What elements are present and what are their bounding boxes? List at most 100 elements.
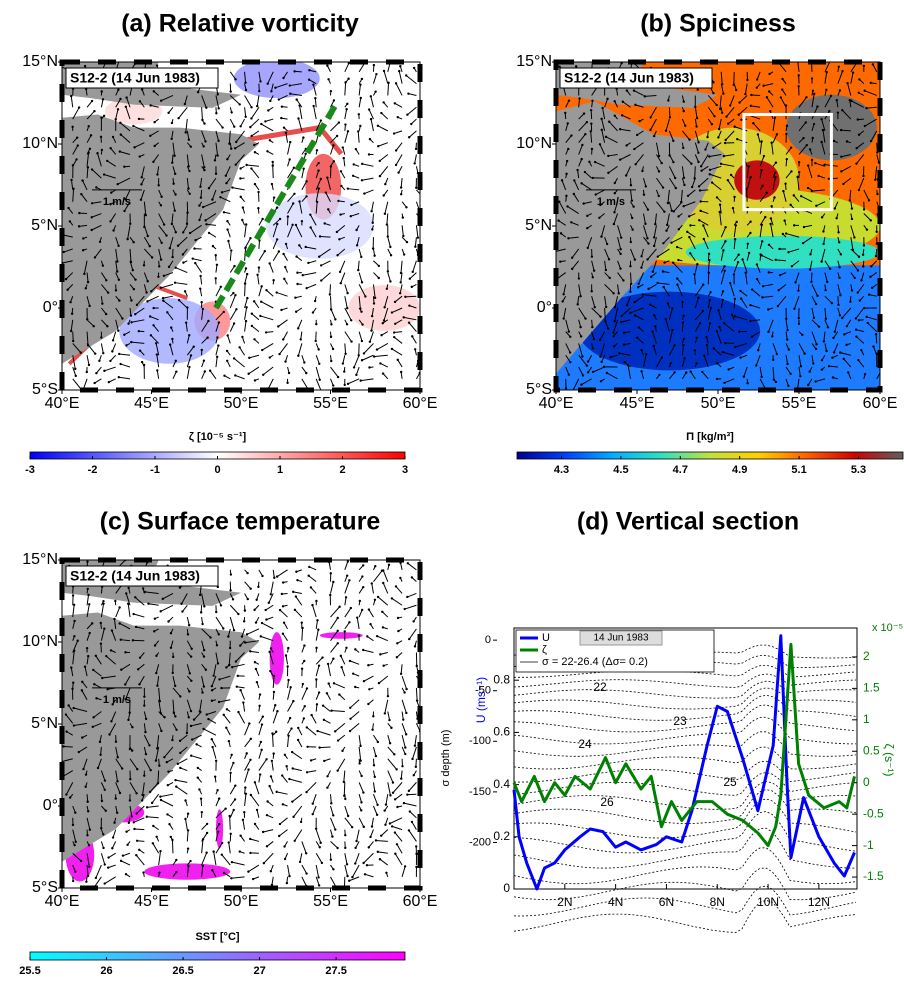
vector-head	[778, 248, 780, 250]
vector-head	[647, 288, 649, 290]
vector-head	[306, 771, 308, 773]
vector-head	[408, 638, 410, 640]
vector-head	[138, 683, 140, 685]
vector-head	[172, 656, 174, 658]
vector-head	[216, 154, 218, 156]
vector-head	[802, 242, 804, 244]
vector-head	[206, 823, 208, 825]
vector-arrow	[416, 688, 417, 701]
vector-head	[362, 791, 364, 793]
vector-head	[269, 100, 271, 102]
vector-head	[361, 575, 363, 577]
vector-head	[72, 880, 74, 882]
vector-head	[706, 136, 708, 138]
vector-head	[102, 847, 104, 849]
vector-arrow	[172, 154, 173, 162]
vector-head	[316, 201, 318, 203]
vector-head	[683, 100, 685, 102]
vector-head	[200, 797, 202, 799]
vector-head	[208, 232, 210, 234]
vector-head	[80, 193, 82, 195]
vector-head	[567, 148, 569, 150]
vector-head	[331, 835, 333, 837]
vector-head	[591, 148, 593, 150]
vector-head	[247, 870, 249, 872]
vector-head	[260, 741, 262, 743]
vector-head	[282, 633, 284, 635]
vector-head	[614, 192, 616, 194]
vector-arrow	[245, 284, 246, 297]
vector-head	[81, 179, 83, 181]
vector-head	[815, 303, 817, 305]
vector-head	[292, 767, 294, 769]
vector-head	[716, 330, 718, 332]
vector-head	[249, 838, 251, 840]
vector-head	[662, 286, 664, 288]
vector-head	[326, 775, 328, 777]
vector-head	[833, 351, 835, 353]
vector-head	[221, 126, 223, 128]
vector-head	[238, 346, 240, 348]
vector-head	[273, 196, 275, 198]
vector-head	[857, 359, 859, 361]
vector-head	[223, 872, 225, 874]
vector-head	[351, 876, 353, 878]
vector-head	[385, 872, 387, 874]
vector-head	[400, 186, 402, 188]
vector-head	[584, 171, 586, 173]
vector-head	[797, 85, 799, 87]
vector-head	[406, 241, 408, 243]
vector-head	[261, 622, 263, 624]
vector-head	[225, 727, 227, 729]
vector-head	[228, 815, 230, 817]
vector-head	[317, 169, 319, 171]
vector-head	[354, 686, 356, 688]
vector-head	[799, 375, 801, 377]
vector-head	[653, 345, 655, 347]
vector-head	[760, 140, 762, 142]
vector-head	[137, 668, 139, 670]
vector-head	[870, 140, 872, 142]
vector-head	[846, 140, 848, 142]
vector-head	[408, 790, 410, 792]
vector-head	[346, 875, 348, 877]
vector-head	[417, 236, 419, 238]
vector-head	[807, 164, 809, 166]
vector-head	[862, 254, 864, 256]
vector-head	[757, 133, 759, 135]
vector-head	[618, 292, 620, 294]
vector-head	[272, 279, 274, 281]
vector-head	[811, 159, 813, 161]
vector-head	[688, 215, 690, 217]
vector-head	[588, 161, 590, 163]
vector-head	[360, 775, 362, 777]
vector-head	[724, 240, 726, 242]
vector-head	[70, 179, 72, 181]
vector-head	[297, 739, 299, 741]
vector-head	[141, 799, 143, 801]
vector-head	[231, 186, 233, 188]
vector-head	[846, 325, 848, 327]
vector-head	[756, 278, 758, 280]
vector-head	[305, 852, 307, 854]
contour-label: 23	[673, 714, 687, 728]
vector-head	[618, 352, 620, 354]
vector-head	[747, 243, 749, 245]
y-tick-label: 5°S	[526, 381, 552, 398]
vector-head	[843, 333, 845, 335]
vector-head	[382, 372, 384, 374]
vector-head	[72, 164, 74, 166]
vector-head	[261, 218, 263, 220]
vector-head	[569, 336, 571, 338]
vector-head	[318, 255, 320, 257]
vector-head	[199, 594, 201, 596]
vector-head	[207, 718, 209, 720]
vector-head	[590, 130, 592, 132]
vector-head	[414, 745, 416, 747]
vector-head	[336, 135, 338, 137]
vector-head	[218, 797, 220, 799]
vector-head	[774, 176, 776, 178]
vector-head	[103, 115, 105, 117]
vector-head	[320, 842, 322, 844]
vector-arrow	[416, 759, 417, 767]
